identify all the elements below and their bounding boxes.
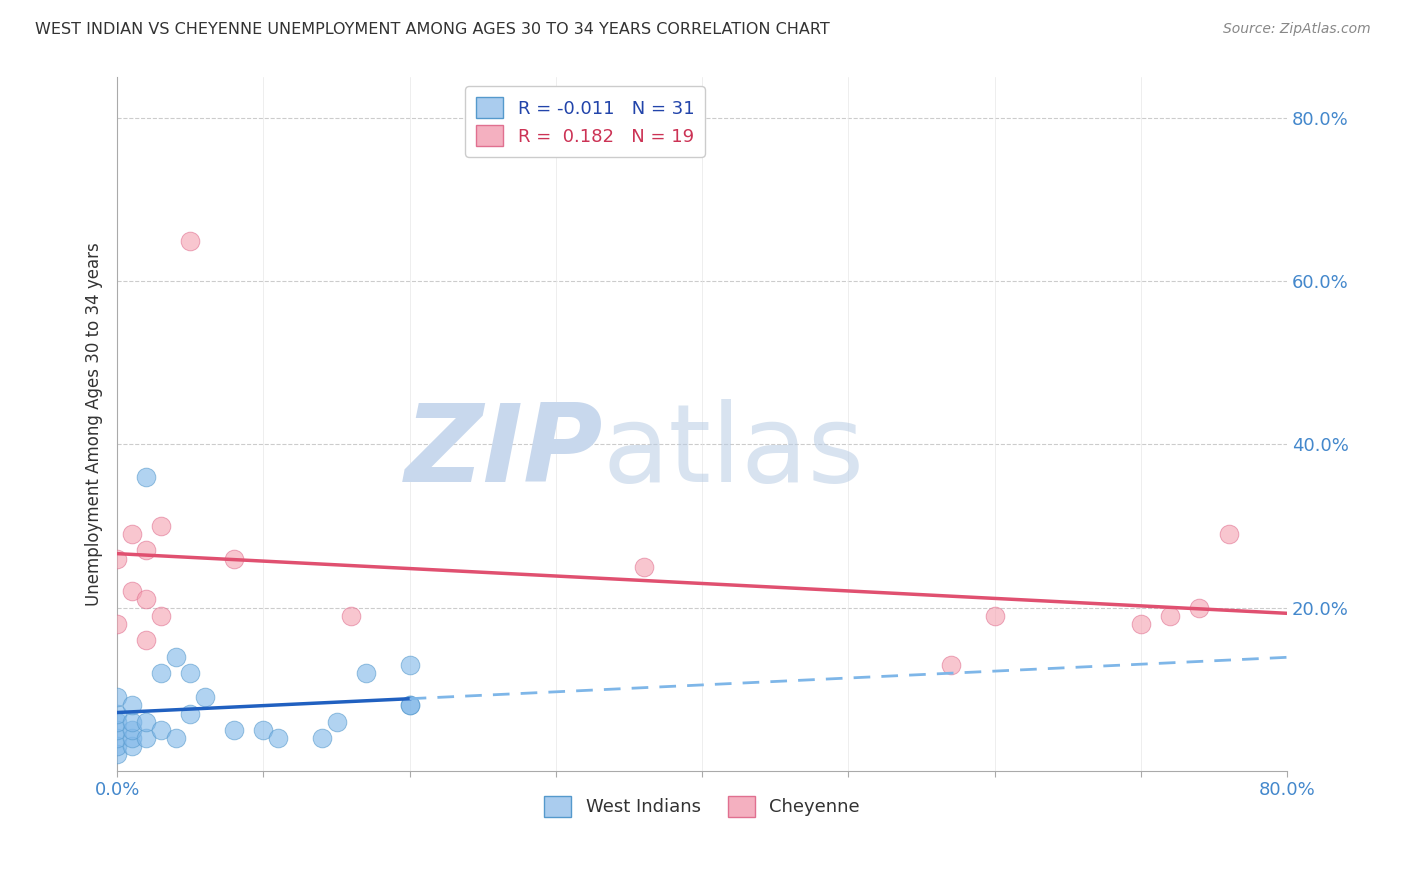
Point	[267, 731, 290, 745]
Point	[939, 657, 962, 672]
Point	[224, 551, 246, 566]
Point	[340, 608, 363, 623]
Point	[179, 706, 201, 721]
Point	[983, 608, 1005, 623]
Point	[105, 706, 128, 721]
Text: Source: ZipAtlas.com: Source: ZipAtlas.com	[1223, 22, 1371, 37]
Point	[150, 723, 173, 737]
Point	[121, 698, 143, 713]
Text: atlas: atlas	[603, 399, 865, 505]
Point	[224, 723, 246, 737]
Point	[135, 470, 157, 484]
Point	[121, 739, 143, 754]
Text: WEST INDIAN VS CHEYENNE UNEMPLOYMENT AMONG AGES 30 TO 34 YEARS CORRELATION CHART: WEST INDIAN VS CHEYENNE UNEMPLOYMENT AMO…	[35, 22, 830, 37]
Point	[1218, 527, 1240, 541]
Point	[398, 698, 420, 713]
Point	[165, 649, 187, 664]
Point	[121, 714, 143, 729]
Point	[105, 731, 128, 745]
Y-axis label: Unemployment Among Ages 30 to 34 years: Unemployment Among Ages 30 to 34 years	[86, 243, 103, 606]
Point	[105, 616, 128, 631]
Point	[633, 559, 655, 574]
Point	[135, 714, 157, 729]
Point	[121, 723, 143, 737]
Point	[1159, 608, 1181, 623]
Text: ZIP: ZIP	[405, 399, 603, 505]
Point	[105, 714, 128, 729]
Point	[165, 731, 187, 745]
Point	[252, 723, 274, 737]
Point	[179, 665, 201, 680]
Point	[150, 665, 173, 680]
Point	[354, 665, 377, 680]
Point	[135, 592, 157, 607]
Point	[135, 543, 157, 558]
Point	[325, 714, 347, 729]
Point	[311, 731, 333, 745]
Point	[105, 690, 128, 705]
Point	[135, 731, 157, 745]
Point	[105, 747, 128, 762]
Point	[398, 657, 420, 672]
Legend: West Indians, Cheyenne: West Indians, Cheyenne	[537, 789, 868, 824]
Point	[1129, 616, 1152, 631]
Point	[121, 584, 143, 599]
Point	[105, 551, 128, 566]
Point	[105, 739, 128, 754]
Point	[121, 527, 143, 541]
Point	[1188, 600, 1211, 615]
Point	[398, 698, 420, 713]
Point	[194, 690, 217, 705]
Point	[105, 723, 128, 737]
Point	[121, 731, 143, 745]
Point	[150, 608, 173, 623]
Point	[150, 519, 173, 533]
Point	[135, 633, 157, 648]
Point	[179, 234, 201, 248]
